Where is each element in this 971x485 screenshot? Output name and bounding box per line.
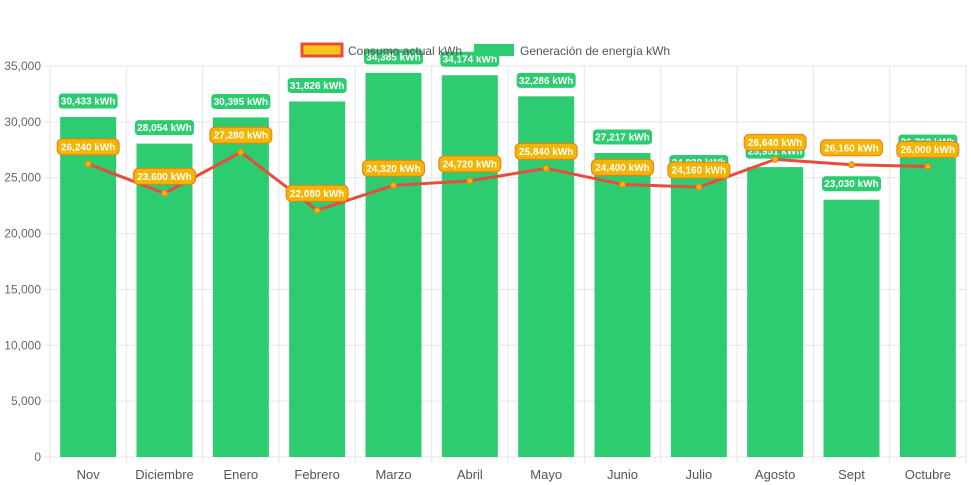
line-data-label-bg xyxy=(820,139,883,157)
line-data-label-bg xyxy=(514,142,578,160)
x-tick-label: Febrero xyxy=(294,467,340,482)
bar-data-label: 23,030 kWh xyxy=(824,179,878,190)
y-tick-label: 10,000 xyxy=(4,338,41,352)
line-point-consumo xyxy=(466,177,474,185)
bar-generacion xyxy=(747,167,804,457)
line-data-label: 25,840 kWh xyxy=(519,147,573,158)
x-tick-label: Agosto xyxy=(755,467,795,482)
line-point-consumo xyxy=(771,155,779,163)
x-tick-label: Marzo xyxy=(375,467,411,482)
bar-data-label: 34,385 kWh xyxy=(366,52,420,63)
line-data-label: 23,600 kWh xyxy=(137,172,191,183)
line-point-consumo xyxy=(161,189,168,197)
line-data-label-bg xyxy=(667,161,731,179)
bar-generacion xyxy=(60,117,117,458)
line-point-consumo xyxy=(84,160,92,168)
x-tick-label: Diciembre xyxy=(135,467,194,482)
line-data-label: 26,160 kWh xyxy=(824,143,878,154)
x-tick-label: Octubre xyxy=(905,467,951,482)
bar-data-label: 31,826 kWh xyxy=(290,81,344,92)
x-tick-label: Enero xyxy=(223,467,258,482)
line-data-label: 26,640 kWh xyxy=(748,138,802,149)
y-tick-label: 20,000 xyxy=(4,227,41,241)
bar-data-label-bg xyxy=(57,92,119,110)
line-data-label-bg xyxy=(591,158,654,176)
bar-data-label-bg xyxy=(134,119,195,137)
line-point-consumo xyxy=(924,163,932,171)
line-data-label: 22,080 kWh xyxy=(290,189,344,200)
line-point-consumo xyxy=(695,183,703,191)
bar-generacion xyxy=(670,178,727,458)
line-data-label-bg xyxy=(896,141,960,159)
bar-data-label-bg xyxy=(286,76,348,94)
bar-data-label-bg xyxy=(821,175,882,193)
bar-data-label-bg xyxy=(515,71,577,89)
line-data-label-bg xyxy=(209,126,273,144)
x-tick-label: Nov xyxy=(77,467,101,482)
bar-data-label: 30,395 kWh xyxy=(214,97,268,108)
bar-generacion xyxy=(441,75,498,457)
y-tick-label: 0 xyxy=(34,450,41,464)
y-tick-label: 30,000 xyxy=(4,115,41,129)
x-tick-label: Abril xyxy=(457,467,483,482)
bar-data-label-bg xyxy=(363,48,424,66)
bar-generacion xyxy=(823,199,880,458)
bar-data-label-bg xyxy=(592,128,653,146)
x-tick-label: Junio xyxy=(607,467,638,482)
line-point-consumo xyxy=(542,164,550,172)
bar-data-label: 25,951 kWh xyxy=(748,147,802,158)
legend-swatch-consumo xyxy=(300,42,344,58)
line-data-label: 24,160 kWh xyxy=(672,166,726,177)
line-data-label: 26,000 kWh xyxy=(901,145,955,156)
bar-generacion xyxy=(289,101,346,457)
bar-data-label: 27,217 kWh xyxy=(595,132,649,143)
line-data-label-bg xyxy=(133,167,196,185)
line-data-label-bg xyxy=(438,155,502,173)
y-tick-label: 25,000 xyxy=(4,171,41,185)
x-tick-label: Julio xyxy=(685,467,712,482)
line-data-label: 24,320 kWh xyxy=(366,164,420,175)
line-data-label: 24,720 kWh xyxy=(443,159,497,170)
bar-data-label: 28,054 kWh xyxy=(137,123,191,134)
legend-label-consumo: Consumo actual kWh xyxy=(348,44,462,58)
bar-data-label: 32,286 kWh xyxy=(519,76,573,87)
line-data-label: 27,280 kWh xyxy=(214,131,268,142)
line-point-consumo xyxy=(237,148,245,156)
legend-label-generacion: Generación de energía kWh xyxy=(520,44,670,58)
bar-data-label-bg xyxy=(210,92,272,110)
line-data-label: 26,240 kWh xyxy=(61,142,115,153)
line-point-consumo xyxy=(390,181,397,189)
line-data-label: 24,400 kWh xyxy=(595,163,649,174)
y-tick-label: 5,000 xyxy=(11,394,41,408)
x-tick-label: Sept xyxy=(838,467,865,482)
line-data-label-bg xyxy=(285,184,349,202)
line-data-label-bg xyxy=(56,138,120,156)
x-tick-label: Mayo xyxy=(530,467,562,482)
bar-generacion xyxy=(212,117,269,457)
line-point-consumo xyxy=(619,180,626,188)
line-data-label-bg xyxy=(743,133,807,151)
line-point-consumo xyxy=(313,206,321,214)
bar-generacion xyxy=(365,72,422,458)
line-point-consumo xyxy=(848,161,855,169)
bar-generacion xyxy=(594,152,651,457)
bar-generacion xyxy=(899,158,956,458)
y-tick-label: 15,000 xyxy=(4,282,41,296)
y-tick-label: 35,000 xyxy=(4,59,41,73)
line-data-label-bg xyxy=(362,159,425,177)
series-line-consumo xyxy=(87,150,928,212)
bar-data-label: 34,174 kWh xyxy=(443,55,497,66)
bar-data-label: 30,433 kWh xyxy=(61,97,115,108)
legend-swatch-generacion xyxy=(474,44,514,56)
